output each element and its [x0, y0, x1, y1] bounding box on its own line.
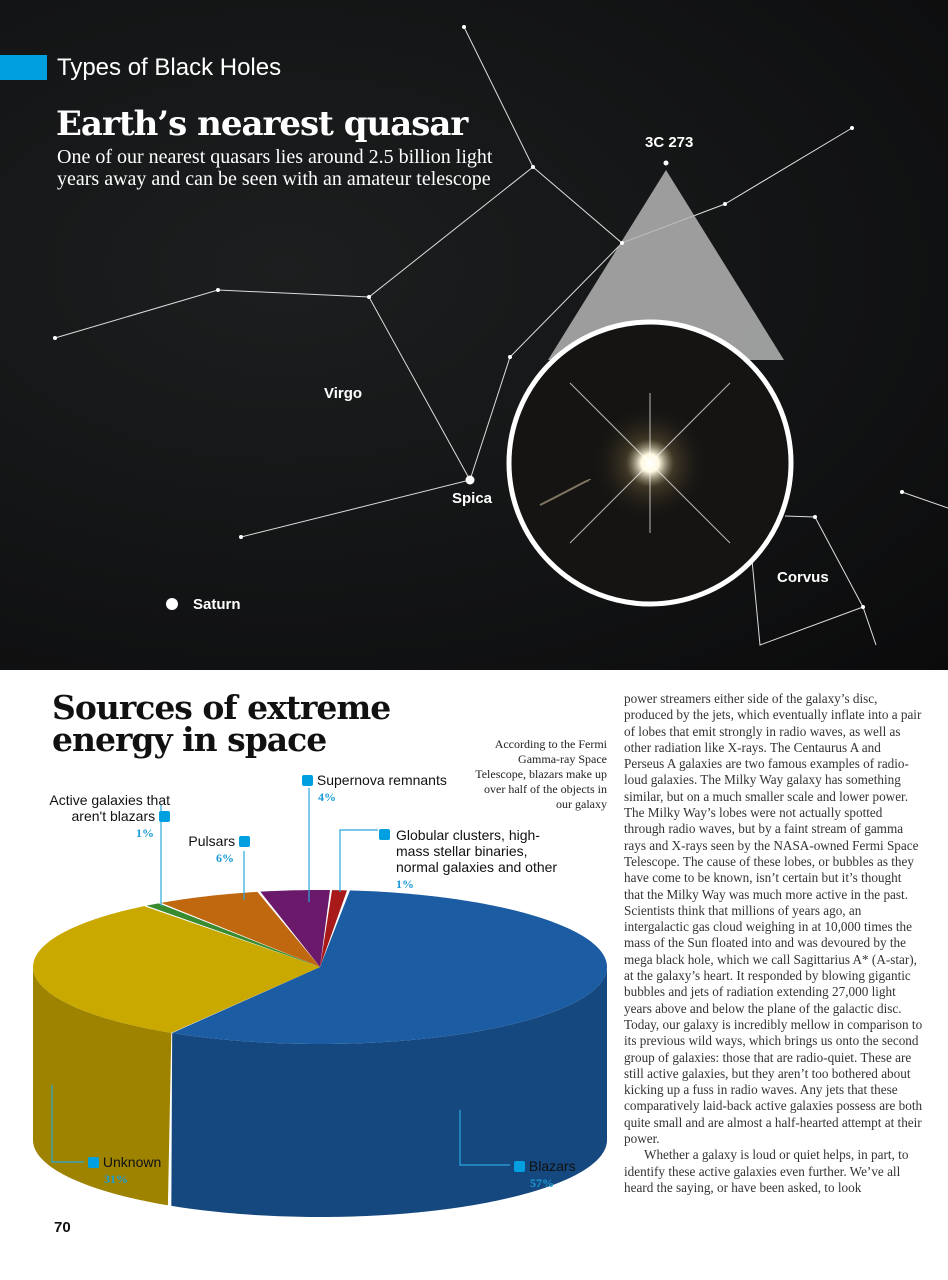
marker-icon — [239, 836, 250, 847]
constellation-map — [53, 25, 948, 646]
callout-pulsars: Pulsars 6% — [180, 833, 250, 866]
section-title: Types of Black Holes — [57, 54, 282, 81]
infographic-note: According to the Fermi Gamma-ray Space T… — [475, 737, 607, 811]
label-spica: Spica — [452, 490, 493, 507]
quasar-photo — [506, 319, 794, 607]
page-number: 70 — [54, 1219, 71, 1236]
pie-side-unknown — [33, 968, 172, 1206]
pie-slice-supernova — [260, 890, 331, 967]
pie-slice-pulsars — [161, 891, 320, 967]
pie-slice-blazars — [172, 890, 607, 1044]
paragraph: Whether a galaxy is loud or quiet helps,… — [624, 1147, 909, 1195]
marker-icon — [159, 811, 170, 822]
section-tab-marker — [0, 55, 47, 80]
pie-slice-active — [146, 903, 320, 967]
callout-supernova: Supernova remnants 4% — [302, 772, 502, 805]
leader-line — [51, 1085, 84, 1163]
marker-icon — [302, 775, 313, 786]
infographic-title: Sources of extreme energy in space — [52, 688, 391, 759]
marker-icon — [88, 1157, 99, 1168]
pie-slice-globular — [320, 890, 348, 967]
starfield-illustration: Types of Black Holes Earth’s nearest qua… — [0, 0, 948, 670]
article-body: power streamers either side of the galax… — [624, 691, 924, 1196]
label-saturn: Saturn — [193, 596, 241, 613]
marker-icon — [514, 1161, 525, 1172]
marker-icon — [379, 829, 390, 840]
quasar-star — [663, 160, 669, 166]
callout-unknown: Unknown 31% — [88, 1154, 161, 1187]
label-3c273: 3C 273 — [645, 134, 694, 151]
callout-blazars: Blazars 57% — [514, 1158, 576, 1191]
spica-star — [465, 475, 475, 485]
zoom-cone — [548, 170, 784, 360]
leader-line — [339, 829, 378, 892]
callout-active-galaxies: Active galaxies that aren't blazars 1% — [49, 792, 170, 840]
pie-side-blazars — [171, 967, 608, 1217]
page-subtitle: One of our nearest quasars lies around 2… — [57, 146, 493, 190]
page-title: Earth’s nearest quasar — [56, 104, 468, 144]
pie-slice-unknown — [33, 906, 321, 1033]
leader-line — [459, 1110, 510, 1166]
label-corvus: Corvus — [777, 569, 829, 586]
callout-globular: Globular clusters, high-mass stellar bin… — [379, 827, 564, 892]
saturn-planet — [166, 598, 178, 610]
paragraph: power streamers either side of the galax… — [624, 691, 923, 1147]
label-virgo: Virgo — [324, 385, 363, 402]
pie-chart — [33, 788, 608, 1217]
